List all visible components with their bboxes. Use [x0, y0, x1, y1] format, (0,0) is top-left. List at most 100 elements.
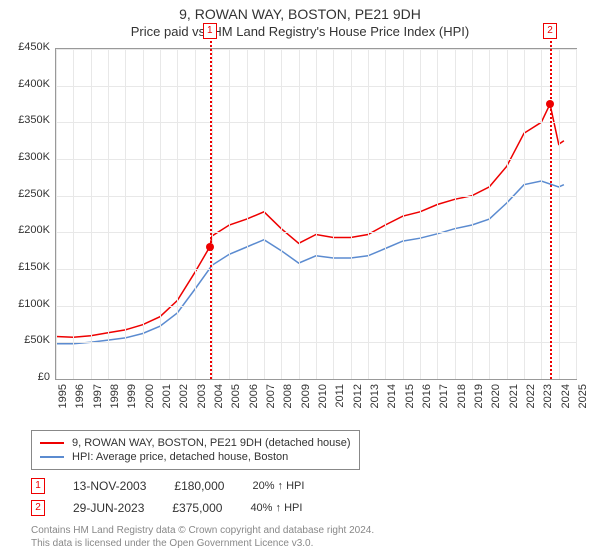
gridline-v — [160, 49, 161, 379]
annotation-price-1: £180,000 — [174, 479, 224, 493]
y-tick-label: £100K — [5, 298, 50, 310]
gridline-v — [299, 49, 300, 379]
chart-container: 9, ROWAN WAY, BOSTON, PE21 9DH Price pai… — [0, 0, 600, 560]
chart-subtitle: Price paid vs. HM Land Registry's House … — [0, 22, 600, 39]
gridline-v — [507, 49, 508, 379]
gridline-v — [472, 49, 473, 379]
annotation-price-2: £375,000 — [172, 501, 222, 515]
annotation-row-1: 1 13-NOV-2003 £180,000 20% ↑ HPI — [31, 478, 304, 494]
gridline-v — [143, 49, 144, 379]
legend-label: 9, ROWAN WAY, BOSTON, PE21 9DH (detached… — [72, 437, 351, 449]
gridline-v — [403, 49, 404, 379]
x-tick-label: 2022 — [525, 384, 537, 414]
legend-swatch — [40, 442, 64, 444]
legend-swatch — [40, 456, 64, 458]
marker-point — [546, 100, 554, 108]
gridline-v — [229, 49, 230, 379]
x-tick-label: 2004 — [213, 384, 225, 414]
x-tick-label: 2001 — [161, 384, 173, 414]
x-tick-label: 1995 — [57, 384, 69, 414]
x-tick-label: 2023 — [542, 384, 554, 414]
y-tick-label: £250K — [5, 188, 50, 200]
gridline-v — [420, 49, 421, 379]
gridline-v — [247, 49, 248, 379]
y-tick-label: £400K — [5, 78, 50, 90]
series-price_paid — [56, 104, 564, 337]
gridline-v — [195, 49, 196, 379]
footer-line-2: This data is licensed under the Open Gov… — [31, 537, 374, 550]
annotation-delta-2: 40% ↑ HPI — [250, 502, 302, 514]
x-tick-label: 2003 — [196, 384, 208, 414]
annotation-delta-1: 20% ↑ HPI — [252, 480, 304, 492]
gridline-v — [73, 49, 74, 379]
x-tick-label: 2018 — [456, 384, 468, 414]
gridline-v — [281, 49, 282, 379]
gridline-v — [541, 49, 542, 379]
plot-area: 12 — [55, 48, 577, 380]
x-tick-label: 1996 — [74, 384, 86, 414]
y-tick-label: £50K — [5, 334, 50, 346]
x-tick-label: 2002 — [178, 384, 190, 414]
y-tick-label: £450K — [5, 41, 50, 53]
x-tick-label: 2020 — [490, 384, 502, 414]
annotation-date-1: 13-NOV-2003 — [73, 479, 146, 493]
gridline-v — [177, 49, 178, 379]
x-tick-label: 2025 — [577, 384, 589, 414]
marker-point — [206, 243, 214, 251]
y-tick-label: £300K — [5, 151, 50, 163]
gridline-v — [368, 49, 369, 379]
gridline-v — [455, 49, 456, 379]
gridline-v — [316, 49, 317, 379]
x-tick-label: 2006 — [248, 384, 260, 414]
x-tick-label: 2024 — [560, 384, 572, 414]
gridline-v — [559, 49, 560, 379]
gridline-v — [524, 49, 525, 379]
x-tick-label: 2014 — [386, 384, 398, 414]
legend: 9, ROWAN WAY, BOSTON, PE21 9DH (detached… — [31, 430, 360, 470]
gridline-v — [437, 49, 438, 379]
x-tick-label: 2017 — [438, 384, 450, 414]
annotation-date-2: 29-JUN-2023 — [73, 501, 144, 515]
gridline-v — [125, 49, 126, 379]
x-tick-label: 1997 — [92, 384, 104, 414]
x-tick-label: 2007 — [265, 384, 277, 414]
x-tick-label: 2016 — [421, 384, 433, 414]
x-tick-label: 2000 — [144, 384, 156, 414]
x-tick-label: 2008 — [282, 384, 294, 414]
gridline-v — [212, 49, 213, 379]
x-tick-label: 1999 — [126, 384, 138, 414]
legend-item: HPI: Average price, detached house, Bost… — [40, 451, 351, 463]
gridline-v — [489, 49, 490, 379]
y-tick-label: £350K — [5, 114, 50, 126]
series-hpi — [56, 181, 564, 344]
x-tick-label: 2021 — [508, 384, 520, 414]
gridline-v — [108, 49, 109, 379]
y-tick-label: £150K — [5, 261, 50, 273]
gridline-v — [333, 49, 334, 379]
x-tick-label: 2015 — [404, 384, 416, 414]
annotation-marker-2: 2 — [31, 500, 45, 516]
chart-title: 9, ROWAN WAY, BOSTON, PE21 9DH — [0, 0, 600, 22]
marker-box: 2 — [543, 23, 557, 39]
legend-label: HPI: Average price, detached house, Bost… — [72, 451, 288, 463]
gridline-v — [56, 49, 57, 379]
legend-item: 9, ROWAN WAY, BOSTON, PE21 9DH (detached… — [40, 437, 351, 449]
x-tick-label: 2019 — [473, 384, 485, 414]
footer-line-1: Contains HM Land Registry data © Crown c… — [31, 524, 374, 537]
annotation-row-2: 2 29-JUN-2023 £375,000 40% ↑ HPI — [31, 500, 302, 516]
y-tick-label: £0 — [5, 371, 50, 383]
x-tick-label: 2005 — [230, 384, 242, 414]
x-tick-label: 2009 — [300, 384, 312, 414]
gridline-v — [385, 49, 386, 379]
footer: Contains HM Land Registry data © Crown c… — [31, 524, 374, 550]
y-tick-label: £200K — [5, 224, 50, 236]
marker-box: 1 — [203, 23, 217, 39]
x-tick-label: 2013 — [369, 384, 381, 414]
gridline-v — [351, 49, 352, 379]
x-tick-label: 2010 — [317, 384, 329, 414]
gridline-v — [576, 49, 577, 379]
marker-vline — [550, 37, 552, 379]
x-tick-label: 2012 — [352, 384, 364, 414]
gridline-v — [264, 49, 265, 379]
x-tick-label: 1998 — [109, 384, 121, 414]
